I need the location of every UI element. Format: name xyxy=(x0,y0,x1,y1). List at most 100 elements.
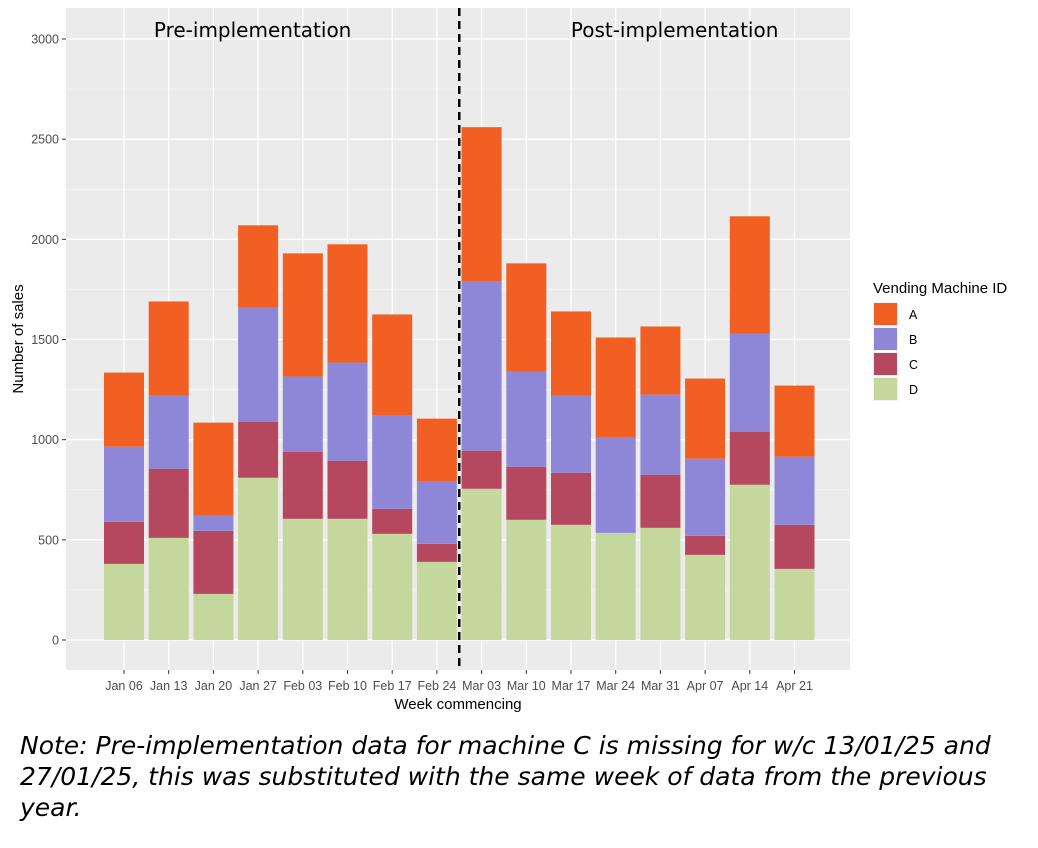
x-tick-label: Feb 24 xyxy=(417,679,456,693)
bar-d-mar-10 xyxy=(506,519,547,640)
bar-c-apr-14 xyxy=(729,431,770,485)
bar-c-jan-27 xyxy=(238,421,279,478)
bar-a-mar-03 xyxy=(461,127,502,282)
bar-b-feb-03 xyxy=(282,376,323,452)
pre-implementation-label: Pre-implementation xyxy=(154,18,351,42)
bar-d-mar-17 xyxy=(551,524,591,640)
legend-label-b: B xyxy=(909,333,917,347)
legend-label-c: C xyxy=(909,358,918,372)
y-tick-label: 0 xyxy=(52,634,59,648)
bar-a-jan-13 xyxy=(148,301,189,396)
bar-a-feb-10 xyxy=(327,244,368,363)
bar-d-mar-31 xyxy=(640,527,681,640)
bar-b-feb-17 xyxy=(372,415,413,509)
x-tick-label: Mar 10 xyxy=(507,679,546,693)
bar-a-mar-10 xyxy=(506,263,547,372)
bar-d-feb-03 xyxy=(282,518,323,640)
chart: Pre-implementation Post-implementation 0… xyxy=(10,8,1007,713)
x-tick-label: Jan 13 xyxy=(150,679,188,693)
x-tick-label: Mar 03 xyxy=(462,679,501,693)
bar-d-jan-13 xyxy=(148,537,189,640)
bar-a-feb-24 xyxy=(416,418,457,482)
bar-c-feb-03 xyxy=(282,451,323,519)
x-tick-label: Feb 17 xyxy=(373,679,412,693)
post-implementation-label: Post-implementation xyxy=(571,18,779,42)
bar-a-apr-14 xyxy=(729,216,770,334)
y-tick-label: 1500 xyxy=(31,333,59,347)
bar-d-apr-14 xyxy=(729,484,770,640)
bar-b-mar-17 xyxy=(551,395,591,473)
bar-a-apr-21 xyxy=(774,385,815,457)
x-tick-label: Apr 21 xyxy=(776,679,813,693)
bar-b-mar-24 xyxy=(595,437,636,533)
bar-a-feb-03 xyxy=(282,253,323,377)
bar-c-mar-17 xyxy=(551,472,591,525)
bar-b-apr-07 xyxy=(685,458,726,536)
chart-note: Note: Pre-implementation data for machin… xyxy=(20,731,991,822)
legend-label-a: A xyxy=(909,308,918,322)
bar-d-feb-17 xyxy=(372,533,413,640)
bar-b-feb-24 xyxy=(416,481,457,544)
legend-key-d xyxy=(874,378,897,400)
bar-c-jan-13 xyxy=(148,468,189,538)
bar-b-feb-10 xyxy=(327,362,368,461)
x-tick-label: Jan 06 xyxy=(105,679,143,693)
y-axis-title: Number of sales xyxy=(10,284,27,393)
bar-c-jan-06 xyxy=(104,521,144,564)
bar-b-apr-14 xyxy=(729,333,770,432)
legend-key-a xyxy=(874,303,897,325)
x-tick-label: Jan 27 xyxy=(239,679,277,693)
bar-a-jan-27 xyxy=(238,225,279,308)
y-tick-label: 500 xyxy=(38,533,59,547)
bar-c-mar-31 xyxy=(640,474,681,528)
x-tick-label: Mar 17 xyxy=(552,679,591,693)
bars xyxy=(104,127,815,640)
bar-b-jan-13 xyxy=(148,395,189,469)
legend-label-d: D xyxy=(909,383,918,397)
bar-d-apr-21 xyxy=(774,568,815,640)
legend-key-c xyxy=(874,353,897,375)
bar-c-feb-17 xyxy=(372,508,413,534)
bar-c-apr-21 xyxy=(774,524,815,569)
bar-a-mar-17 xyxy=(551,311,591,396)
bar-c-feb-24 xyxy=(416,543,457,562)
legend-key-b xyxy=(874,328,897,350)
x-tick-label: Mar 31 xyxy=(641,679,680,693)
x-tick-label: Jan 20 xyxy=(195,679,233,693)
y-axis: 0 500 1000 1500 2000 2500 3000 xyxy=(31,33,66,648)
bar-d-jan-20 xyxy=(193,593,234,640)
bar-b-apr-21 xyxy=(774,456,815,525)
bar-d-feb-24 xyxy=(416,561,457,640)
bar-a-jan-20 xyxy=(193,422,234,516)
bar-c-mar-10 xyxy=(506,466,547,520)
x-tick-label: Feb 10 xyxy=(328,679,367,693)
bar-d-apr-07 xyxy=(685,554,726,640)
x-tick-label: Feb 03 xyxy=(283,679,322,693)
bar-c-apr-07 xyxy=(685,535,726,555)
y-tick-label: 1000 xyxy=(31,433,59,447)
y-tick-label: 3000 xyxy=(31,33,59,47)
bar-b-mar-31 xyxy=(640,394,681,475)
bar-d-jan-06 xyxy=(104,563,144,640)
bar-c-jan-20 xyxy=(193,530,234,594)
bar-a-mar-31 xyxy=(640,326,681,395)
stacked-bar-chart: Pre-implementation Post-implementation 0… xyxy=(10,8,1007,713)
legend-title: Vending Machine ID xyxy=(873,280,1007,297)
bar-d-jan-27 xyxy=(238,477,279,640)
bar-a-feb-17 xyxy=(372,314,413,416)
bar-b-jan-06 xyxy=(104,446,144,522)
x-tick-label: Apr 14 xyxy=(731,679,768,693)
x-axis: Jan 06 Jan 13 Jan 20 Jan 27 Feb 03 Feb 10 Feb … xyxy=(105,670,813,693)
bar-d-mar-24 xyxy=(595,532,636,640)
bar-b-jan-27 xyxy=(238,307,279,422)
bar-b-mar-10 xyxy=(506,371,547,467)
bar-d-mar-03 xyxy=(461,488,502,640)
bar-b-jan-20 xyxy=(193,515,234,531)
bar-a-mar-24 xyxy=(595,337,636,438)
y-tick-label: 2500 xyxy=(31,133,59,147)
bar-c-feb-10 xyxy=(327,460,368,519)
x-tick-label: Apr 07 xyxy=(687,679,724,693)
y-tick-label: 2000 xyxy=(31,233,59,247)
bar-c-mar-03 xyxy=(461,450,502,489)
